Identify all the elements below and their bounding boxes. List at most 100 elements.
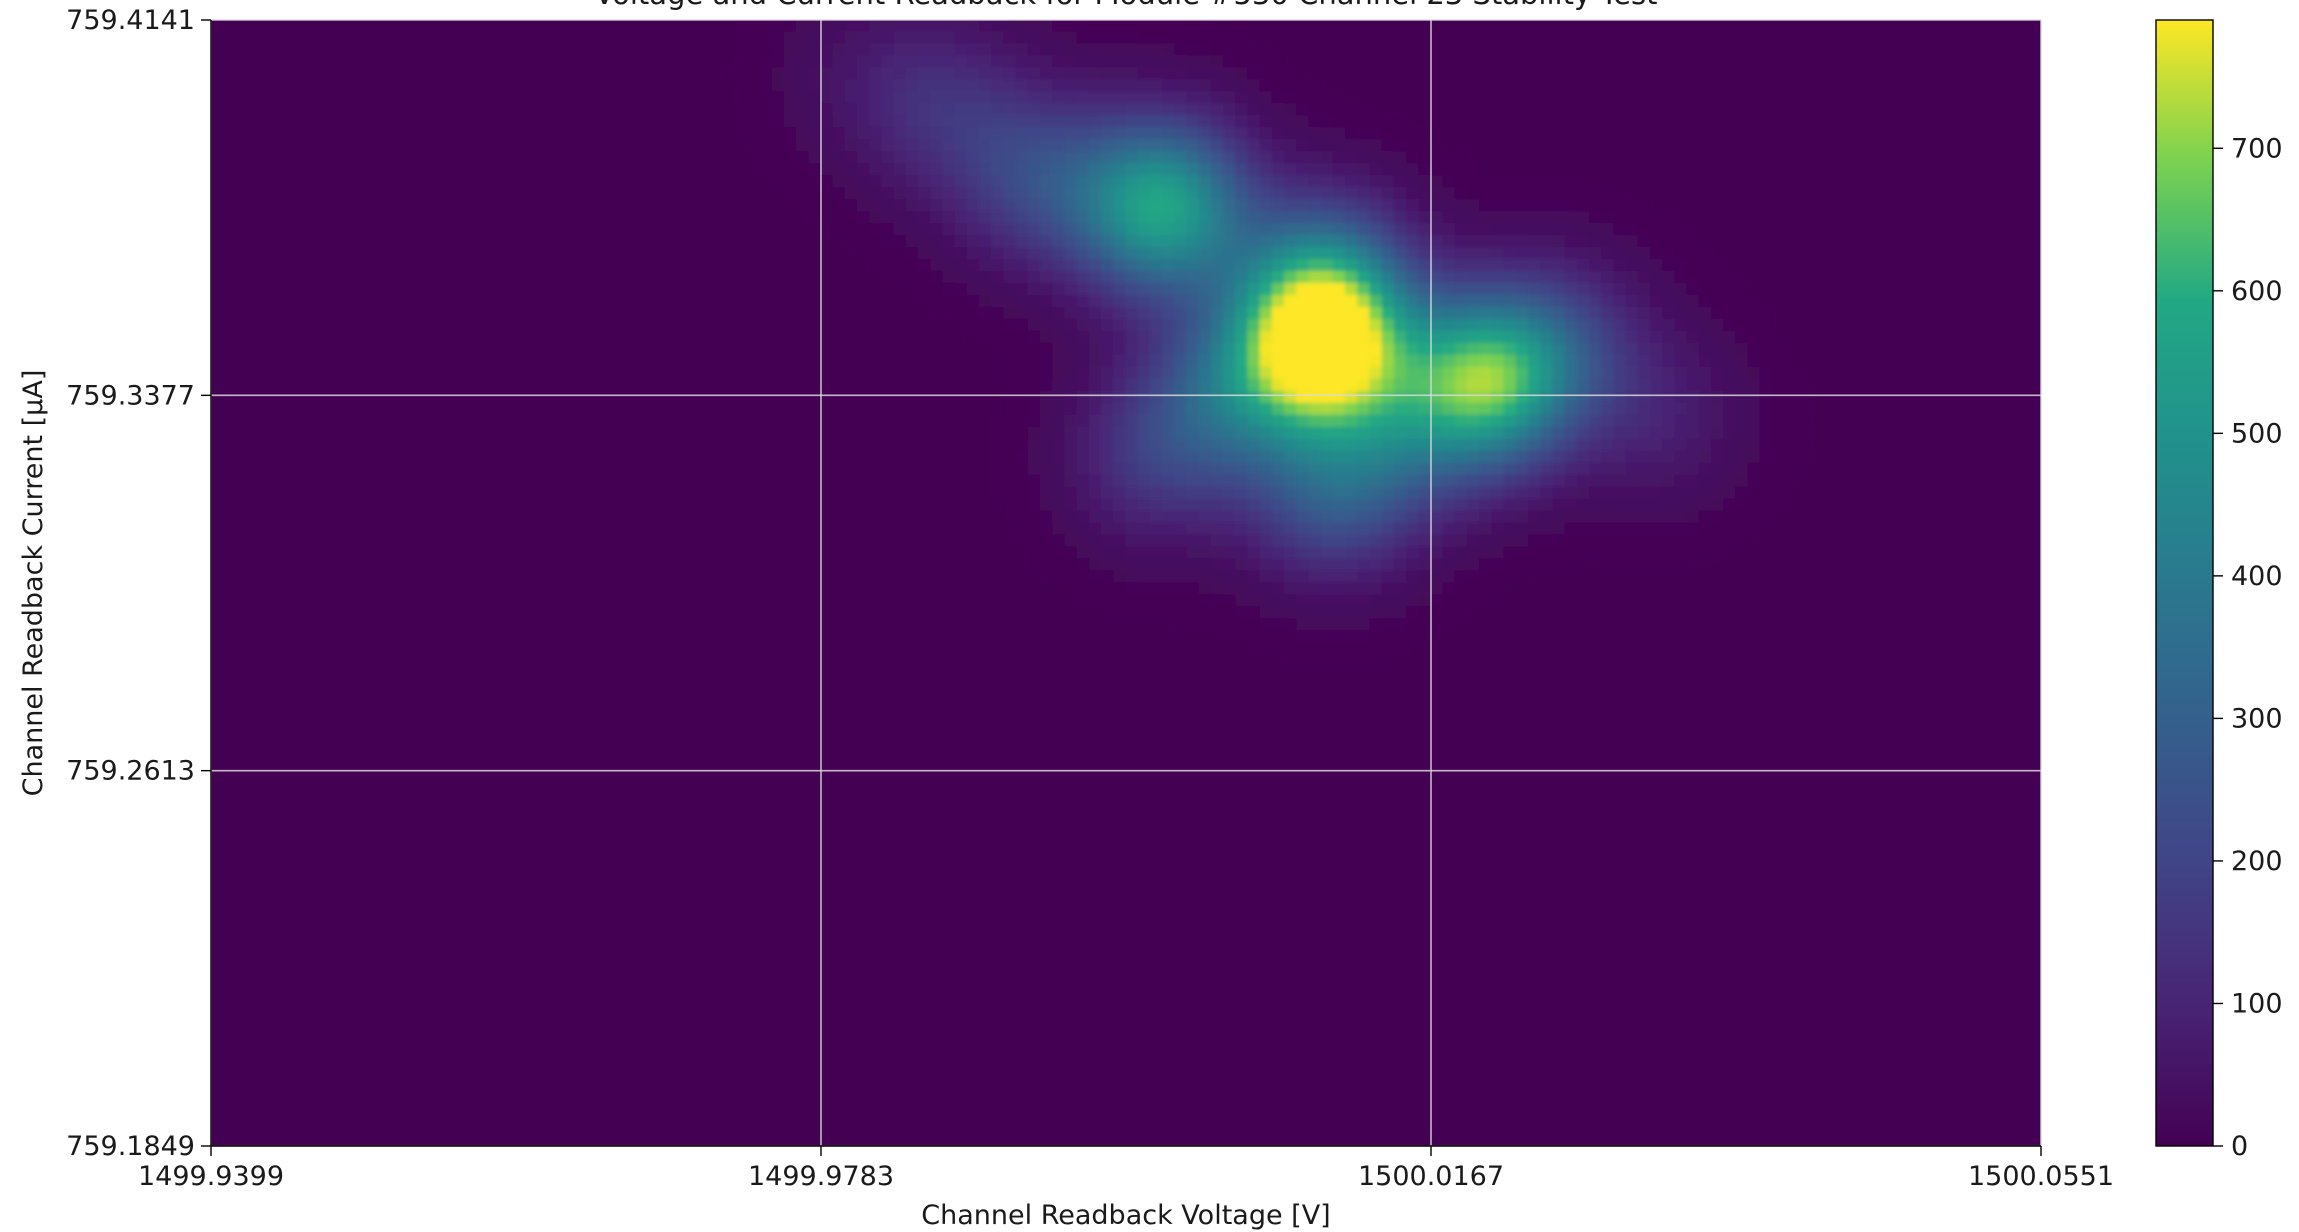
- heatmap-cell: [1186, 91, 1200, 105]
- heatmap-cell: [1284, 558, 1298, 572]
- heatmap-cell: [1064, 522, 1078, 536]
- heatmap-cell: [1125, 546, 1139, 560]
- heatmap-cell: [1162, 402, 1176, 416]
- heatmap-cell: [1015, 223, 1029, 237]
- heatmap-cell: [1698, 414, 1713, 428]
- heatmap-cell: [1149, 474, 1164, 488]
- heatmap-cell: [966, 223, 981, 237]
- heatmap-cell: [930, 103, 944, 117]
- heatmap-cell: [1381, 258, 1395, 273]
- heatmap-cell: [1052, 306, 1066, 321]
- heatmap-cell: [1711, 534, 1725, 548]
- heatmap-cell: [979, 103, 993, 117]
- heatmap-cell: [1235, 474, 1249, 488]
- heatmap-cell: [1284, 630, 1298, 644]
- heatmap-cell: [1381, 115, 1395, 129]
- heatmap-cell: [954, 294, 968, 309]
- heatmap-cell: [1503, 247, 1517, 261]
- heatmap-cell: [1625, 354, 1639, 368]
- heatmap-cell: [1430, 258, 1444, 273]
- heatmap-cell: [991, 306, 1005, 321]
- heatmap-cell: [1088, 31, 1103, 45]
- heatmap-cell: [1369, 474, 1383, 488]
- heatmap-cell: [1650, 235, 1664, 249]
- heatmap-cell: [1637, 330, 1652, 345]
- heatmap-cell: [1711, 498, 1725, 512]
- heatmap-cell: [1381, 606, 1395, 620]
- heatmap-cell: [1662, 462, 1676, 476]
- heatmap-cell: [1491, 438, 1505, 452]
- heatmap-cell: [1381, 486, 1395, 500]
- heatmap-cell: [1711, 306, 1725, 321]
- heatmap-cell: [1467, 330, 1481, 345]
- heatmap-cell: [1589, 402, 1603, 416]
- heatmap-cell: [1088, 318, 1103, 333]
- heatmap-cell: [1088, 366, 1103, 380]
- heatmap-cell: [1113, 294, 1127, 309]
- heatmap-cell: [1040, 522, 1054, 536]
- heatmap-cell: [1637, 534, 1652, 548]
- heatmap-cell: [1393, 606, 1408, 620]
- heatmap-cell: [735, 67, 749, 81]
- heatmap-cell: [1088, 426, 1103, 440]
- heatmap-cell: [735, 20, 749, 33]
- heatmap-cell: [844, 211, 859, 225]
- heatmap-cell: [1113, 139, 1127, 153]
- heatmap-cell: [1625, 223, 1639, 237]
- heatmap-cell: [1479, 354, 1493, 368]
- heatmap-cell: [1308, 414, 1322, 428]
- heatmap-cell: [1149, 270, 1164, 285]
- heatmap-cell: [1320, 211, 1334, 225]
- heatmap-cell: [1271, 258, 1286, 273]
- heatmap-cell: [1223, 270, 1237, 285]
- heatmap-cell: [1601, 402, 1615, 416]
- heatmap-cell: [1137, 330, 1151, 345]
- heatmap-cell: [1186, 270, 1200, 285]
- heatmap-cell: [1491, 366, 1505, 380]
- heatmap-cell: [1088, 235, 1103, 249]
- heatmap-cell: [1796, 390, 1810, 404]
- heatmap-cell: [1418, 258, 1432, 273]
- heatmap-cell: [1393, 402, 1408, 416]
- heatmap-cell: [918, 31, 932, 45]
- heatmap-cell: [1271, 474, 1286, 488]
- heatmap-cell: [893, 187, 907, 201]
- heatmap-cell: [1735, 414, 1749, 428]
- heatmap-cell: [1430, 414, 1444, 428]
- heatmap-cell: [1393, 390, 1408, 404]
- heatmap-cell: [1235, 570, 1249, 584]
- heatmap-cell: [1759, 318, 1774, 333]
- heatmap-cell: [1357, 258, 1371, 273]
- heatmap-cell: [1467, 414, 1481, 428]
- heatmap-cell: [1406, 438, 1420, 452]
- heatmap-cell: [1186, 462, 1200, 476]
- heatmap-cell: [1772, 330, 1786, 345]
- heatmap-cell: [905, 235, 920, 249]
- heatmap-cell: [905, 103, 920, 117]
- colorbar-tick-label: 600: [2231, 276, 2283, 307]
- heatmap-cell: [832, 223, 846, 237]
- heatmap-cell: [1076, 474, 1090, 488]
- heatmap-cell: [1552, 378, 1566, 392]
- heatmap-cell: [1149, 318, 1164, 333]
- heatmap-cell: [1430, 223, 1444, 237]
- heatmap-cell: [1027, 270, 1042, 285]
- heatmap-cell: [1125, 534, 1139, 548]
- heatmap-cell: [1393, 522, 1408, 536]
- heatmap-cell: [1186, 366, 1200, 380]
- heatmap-cell: [1393, 247, 1408, 261]
- heatmap-cell: [1393, 426, 1408, 440]
- heatmap-cell: [1247, 414, 1261, 428]
- heatmap-cell: [1284, 127, 1298, 141]
- heatmap-cell: [1149, 390, 1164, 404]
- heatmap-cell: [1027, 175, 1042, 189]
- heatmap-cell: [1247, 103, 1261, 117]
- heatmap-cell: [1198, 330, 1212, 345]
- heatmap-cell: [1149, 570, 1164, 584]
- heatmap-cell: [1210, 175, 1225, 189]
- heatmap-cell: [1528, 199, 1542, 213]
- heatmap-cell: [1662, 522, 1676, 536]
- heatmap-cell: [1064, 438, 1078, 452]
- heatmap-cell: [1040, 79, 1054, 93]
- heatmap-cell: [1345, 175, 1359, 189]
